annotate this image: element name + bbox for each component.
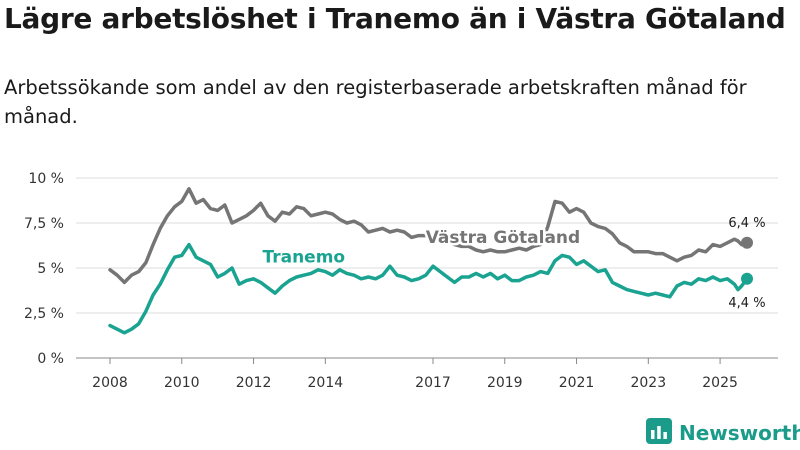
x-tick-label: 2008 [92, 375, 128, 391]
y-tick-label: 10 % [28, 171, 64, 187]
x-tick-label: 2017 [415, 375, 451, 391]
series-name-label: Västra Götaland [426, 228, 581, 248]
series-end-marker [741, 236, 753, 249]
series-end-marker [741, 272, 753, 285]
series-end-label: 4,4 % [728, 296, 765, 311]
newsworthy-logo-icon [646, 418, 672, 448]
y-tick-label: 2,5 % [24, 306, 64, 322]
series-layer [108, 187, 753, 335]
series-line-västra-götaland [108, 187, 749, 285]
x-tick-label: 2010 [164, 375, 200, 391]
x-tick-label: 2025 [702, 375, 738, 391]
brand-name: Newsworthy [679, 421, 800, 445]
x-tick-label: 2021 [559, 375, 595, 391]
series-end-label: 6,4 % [728, 216, 765, 231]
chart-title: Lägre arbetslöshet i Tranemo än i Västra… [4, 2, 786, 35]
chart-subtitle: Arbetssökande som andel av den registerb… [4, 76, 747, 128]
x-tick-label: 2019 [487, 375, 523, 391]
grid-layer [76, 177, 778, 359]
newsworthy-brand: Newsworthy [646, 418, 800, 448]
label-layer: 6,4 % 4,4 % Västra Götaland Tranemo [260, 216, 766, 311]
tick-layer: 0 % 2,5 % 5 % 7,5 % 10 % 2008 2010 2012 2014 2017… [24, 171, 738, 391]
series-name-label: Tranemo [262, 248, 345, 268]
x-tick-label: 2012 [236, 375, 272, 391]
x-tick-label: 2014 [308, 375, 344, 391]
x-tick-label: 2023 [630, 375, 666, 391]
y-tick-label: 0 % [37, 351, 64, 367]
series-line-tranemo [108, 242, 749, 335]
y-tick-label: 7,5 % [24, 216, 64, 232]
y-tick-label: 5 % [37, 261, 64, 277]
